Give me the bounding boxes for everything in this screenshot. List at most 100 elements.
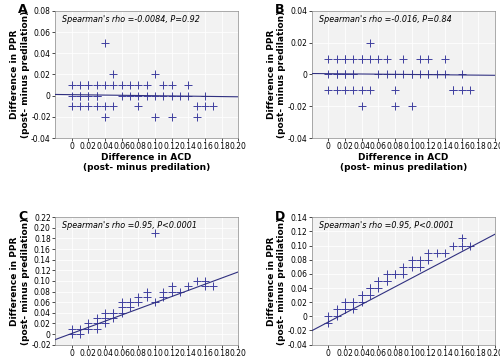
Point	[466, 243, 474, 248]
Point	[68, 93, 76, 99]
Point	[92, 315, 100, 321]
Point	[84, 103, 92, 109]
Point	[142, 82, 150, 88]
Point	[160, 82, 168, 88]
Point	[400, 56, 407, 61]
Point	[424, 71, 432, 77]
Point	[118, 310, 126, 316]
Point	[118, 82, 126, 88]
Point	[374, 71, 382, 77]
Text: C: C	[18, 210, 28, 223]
Point	[341, 56, 349, 61]
Point	[332, 88, 340, 93]
Point	[142, 93, 150, 99]
Point	[110, 315, 118, 321]
Point	[84, 326, 92, 332]
Point	[160, 93, 168, 99]
Point	[358, 56, 366, 61]
Point	[408, 103, 416, 109]
Point	[350, 56, 358, 61]
Point	[151, 299, 159, 305]
Point	[134, 299, 142, 305]
Point	[391, 71, 399, 77]
Point	[184, 283, 192, 289]
Point	[382, 71, 390, 77]
Point	[416, 56, 424, 61]
Point	[450, 88, 458, 93]
Point	[134, 93, 142, 99]
Point	[84, 82, 92, 88]
Point	[92, 93, 100, 99]
Point	[324, 321, 332, 326]
Point	[391, 88, 399, 93]
Point	[151, 114, 159, 120]
Point	[76, 326, 84, 332]
Point	[118, 93, 126, 99]
Text: Spearman's rho =0.95, P<0.0001: Spearman's rho =0.95, P<0.0001	[319, 221, 454, 230]
Point	[142, 289, 150, 294]
Point	[382, 56, 390, 61]
Point	[400, 71, 407, 77]
Point	[168, 93, 175, 99]
Point	[341, 71, 349, 77]
Point	[441, 250, 449, 256]
Point	[374, 278, 382, 284]
Point	[332, 71, 340, 77]
Point	[458, 236, 466, 241]
Point	[110, 310, 118, 316]
Point	[201, 283, 209, 289]
Point	[142, 294, 150, 300]
Point	[192, 103, 200, 109]
Point	[176, 93, 184, 99]
Point	[118, 299, 126, 305]
Point	[374, 285, 382, 291]
Point	[134, 82, 142, 88]
Point	[366, 88, 374, 93]
Point	[332, 313, 340, 319]
Text: D: D	[275, 210, 285, 223]
Point	[324, 88, 332, 93]
Point	[358, 56, 366, 61]
Point	[324, 313, 332, 319]
Point	[408, 71, 416, 77]
Point	[424, 56, 432, 61]
Point	[92, 82, 100, 88]
Point	[168, 289, 175, 294]
Point	[350, 71, 358, 77]
Point	[76, 103, 84, 109]
Point	[358, 88, 366, 93]
Point	[441, 56, 449, 61]
Point	[118, 304, 126, 310]
Point	[382, 271, 390, 277]
Point	[101, 310, 109, 316]
Y-axis label: Difference in PPR
(post- minus predilation): Difference in PPR (post- minus predilati…	[10, 217, 30, 345]
Point	[134, 294, 142, 300]
Point	[391, 271, 399, 277]
Point	[332, 306, 340, 312]
Point	[192, 278, 200, 284]
Point	[416, 264, 424, 270]
Point	[101, 315, 109, 321]
Point	[424, 250, 432, 256]
Point	[374, 278, 382, 284]
Point	[358, 292, 366, 298]
Point	[391, 271, 399, 277]
Point	[201, 93, 209, 99]
Point	[110, 82, 118, 88]
Y-axis label: Difference in PPR
(post- minus predilation): Difference in PPR (post- minus predilati…	[10, 11, 29, 138]
Point	[84, 82, 92, 88]
Point	[350, 71, 358, 77]
Point	[366, 285, 374, 291]
Point	[151, 93, 159, 99]
Point	[408, 71, 416, 77]
Point	[341, 71, 349, 77]
Point	[110, 71, 118, 77]
Point	[424, 71, 432, 77]
Point	[151, 230, 159, 236]
Point	[416, 257, 424, 262]
Point	[76, 82, 84, 88]
Point	[126, 93, 134, 99]
Point	[450, 243, 458, 248]
Point	[341, 88, 349, 93]
Point	[341, 299, 349, 305]
